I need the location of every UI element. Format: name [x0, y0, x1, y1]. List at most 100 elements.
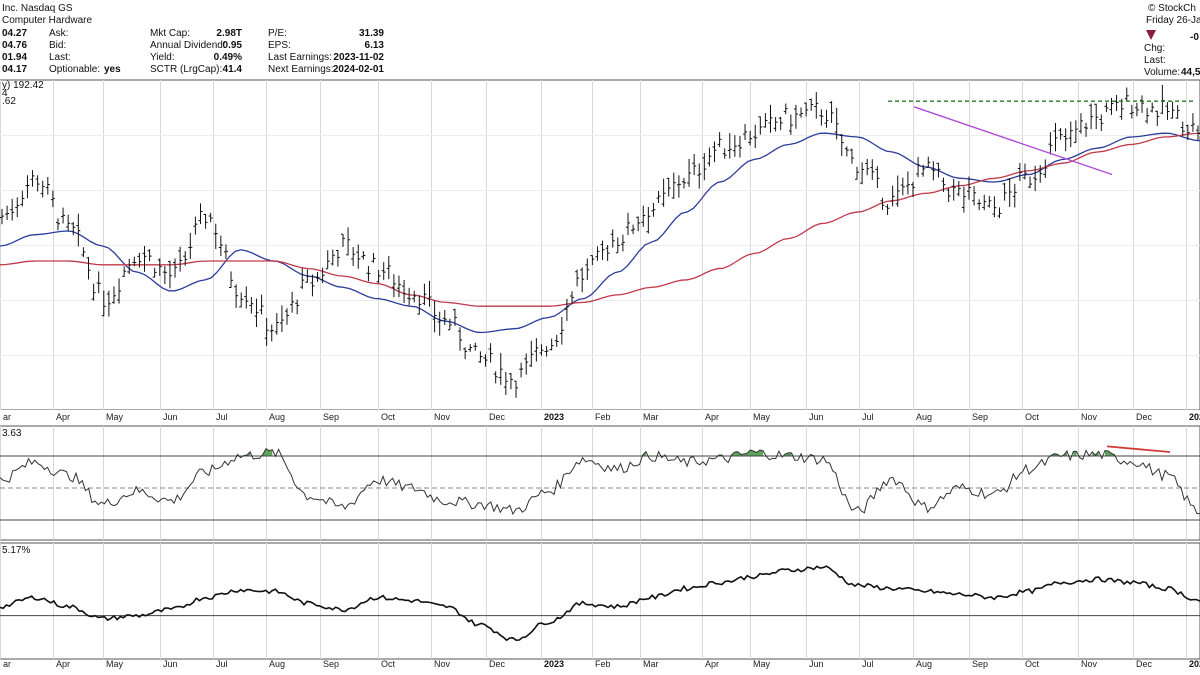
yield-value: 0.49%	[214, 52, 242, 63]
sctr-value: 41.4	[223, 64, 243, 75]
x-tick-label: Jul	[862, 659, 874, 669]
left-value-2: 04.76	[2, 40, 27, 51]
next-earnings-label: Next Earnings:	[268, 64, 334, 75]
x-tick-label: Apr	[56, 659, 70, 669]
pe-label: P/E:	[268, 28, 287, 39]
x-tick-label: Oct	[1025, 412, 1040, 422]
x-tick-label: Sep	[972, 412, 988, 422]
legend-line-2: 4	[2, 88, 8, 99]
x-tick-label: Oct	[381, 412, 396, 422]
optionable-value: yes	[104, 64, 121, 75]
date-text: Friday 26-Ja	[1146, 15, 1200, 26]
last-label-right: Last:	[1144, 55, 1166, 66]
watermark: © StockCh	[1148, 3, 1196, 14]
rsi-line	[0, 447, 1200, 516]
last-label: Last:	[49, 52, 71, 63]
last-earnings-label: Last Earnings:	[268, 52, 332, 63]
x-tick-label: Jul	[862, 412, 874, 422]
x-tick-label: Oct	[1025, 659, 1040, 669]
x-tick-label: Nov	[1081, 659, 1098, 669]
rsi-overbought-fill	[1073, 451, 1077, 456]
industry-name: Computer Hardware	[2, 15, 92, 26]
price-bars	[0, 84, 1200, 398]
rsi-overbought-fill	[1105, 450, 1115, 456]
x-tick-label: Apr	[705, 659, 719, 669]
moving-averages	[0, 132, 1200, 334]
down-triangle-icon	[1146, 30, 1156, 40]
x-tick-label: Aug	[269, 412, 285, 422]
x-tick-label: Dec	[1136, 412, 1153, 422]
dividend-value: 0.95	[223, 40, 243, 51]
trendline	[913, 106, 1113, 176]
left-value-4: 04.17	[2, 64, 27, 75]
x-axis-band-1	[0, 410, 1200, 426]
indicator-lines	[0, 447, 1200, 642]
relative-strength-panel	[0, 542, 1200, 660]
change-value: -0	[1190, 32, 1199, 43]
x-tick-label: Sep	[972, 659, 988, 669]
bid-label: Bid:	[49, 40, 66, 51]
eps-value: 6.13	[365, 40, 385, 51]
short-moving-average-line	[0, 132, 1200, 334]
x-tick-label: Nov	[434, 412, 451, 422]
x-tick-label: Aug	[916, 412, 932, 422]
rsi-overbought-fill	[1092, 451, 1099, 456]
x-tick-label: Dec	[489, 659, 506, 669]
rsi-panel	[0, 425, 1200, 541]
x-tick-label: Mar	[643, 659, 659, 669]
legend-line-3: .62	[2, 96, 16, 107]
rsi-overbought-fill	[243, 451, 251, 456]
reference-lines	[0, 455, 1200, 617]
left-value-1: 04.27	[2, 28, 27, 39]
rsi-divergence-line	[1106, 445, 1171, 453]
x-tick-label: Sep	[323, 659, 339, 669]
x-tick-label: May	[753, 412, 771, 422]
x-tick-label: 2024	[1189, 412, 1200, 422]
x-axis-labels: ar ar Apr Apr May May Jun Jun Jul Jul Aug Aug Sep Sep…	[3, 412, 1200, 669]
ask-label: Ask:	[49, 28, 68, 39]
x-tick-label: Sep	[323, 412, 339, 422]
yield-label: Yield:	[150, 52, 175, 63]
optionable-label: Optionable:	[49, 64, 100, 75]
x-tick-label: Jun	[163, 412, 178, 422]
x-tick-label: Dec	[1136, 659, 1153, 669]
x-tick-label: 2023	[544, 412, 564, 422]
x-tick-label: Feb	[595, 659, 611, 669]
x-tick-label: May	[106, 412, 124, 422]
x-tick-label: Mar	[643, 412, 659, 422]
x-tick-label: 2024	[1189, 659, 1200, 669]
x-tick-label: Apr	[705, 412, 719, 422]
left-value-3: 01.94	[2, 52, 27, 63]
x-tick-label: May	[106, 659, 124, 669]
x-tick-label: Aug	[269, 659, 285, 669]
annotations	[888, 100, 1196, 453]
volume-value: 44,5	[1181, 67, 1200, 78]
x-tick-label: Aug	[916, 659, 932, 669]
next-earnings-value: 2024-02-01	[333, 64, 385, 75]
x-tick-label: Nov	[1081, 412, 1098, 422]
x-tick-label: Jun	[163, 659, 178, 669]
x-tick-label: Oct	[381, 659, 396, 669]
chg-label: Chg:	[1144, 43, 1165, 54]
relative-strength-legend: 5.17%	[2, 545, 30, 556]
rsi-legend: 3.63	[2, 428, 22, 439]
x-tick-label: May	[753, 659, 771, 669]
x-tick-label: Jun	[809, 412, 824, 422]
last-earnings-value: 2023-11-02	[333, 52, 384, 63]
header: Inc. Nasdaq GS Computer Hardware 04.27 0…	[2, 3, 1200, 556]
rsi-overbought-fill	[731, 450, 764, 456]
company-name: Inc. Nasdaq GS	[2, 3, 73, 14]
x-tick-label: Feb	[595, 412, 611, 422]
x-tick-label: Apr	[56, 412, 70, 422]
x-tick-label: Jun	[809, 659, 824, 669]
long-moving-average-line	[0, 132, 1200, 307]
x-tick-label: Jul	[216, 412, 228, 422]
volume-label: Volume:	[1144, 67, 1180, 78]
mkt-cap-value: 2.98T	[216, 28, 242, 39]
x-tick-label: ar	[3, 412, 11, 422]
gridlines	[0, 80, 1200, 659]
dividend-label: Annual Dividend:	[150, 40, 226, 51]
pe-value: 31.39	[359, 28, 384, 39]
relative-strength-line	[0, 565, 1200, 642]
